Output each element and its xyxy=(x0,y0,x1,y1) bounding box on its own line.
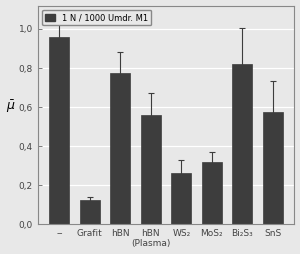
Bar xyxy=(110,73,130,224)
Bar xyxy=(141,115,161,224)
Bar xyxy=(50,37,69,224)
Bar xyxy=(263,112,283,224)
Bar xyxy=(172,173,191,224)
Legend: 1 N / 1000 Umdr. M1: 1 N / 1000 Umdr. M1 xyxy=(42,10,152,25)
Bar xyxy=(232,64,252,224)
Bar xyxy=(202,162,222,224)
Bar xyxy=(80,200,100,224)
Y-axis label: $\bar{\mu}$: $\bar{\mu}$ xyxy=(6,98,15,115)
